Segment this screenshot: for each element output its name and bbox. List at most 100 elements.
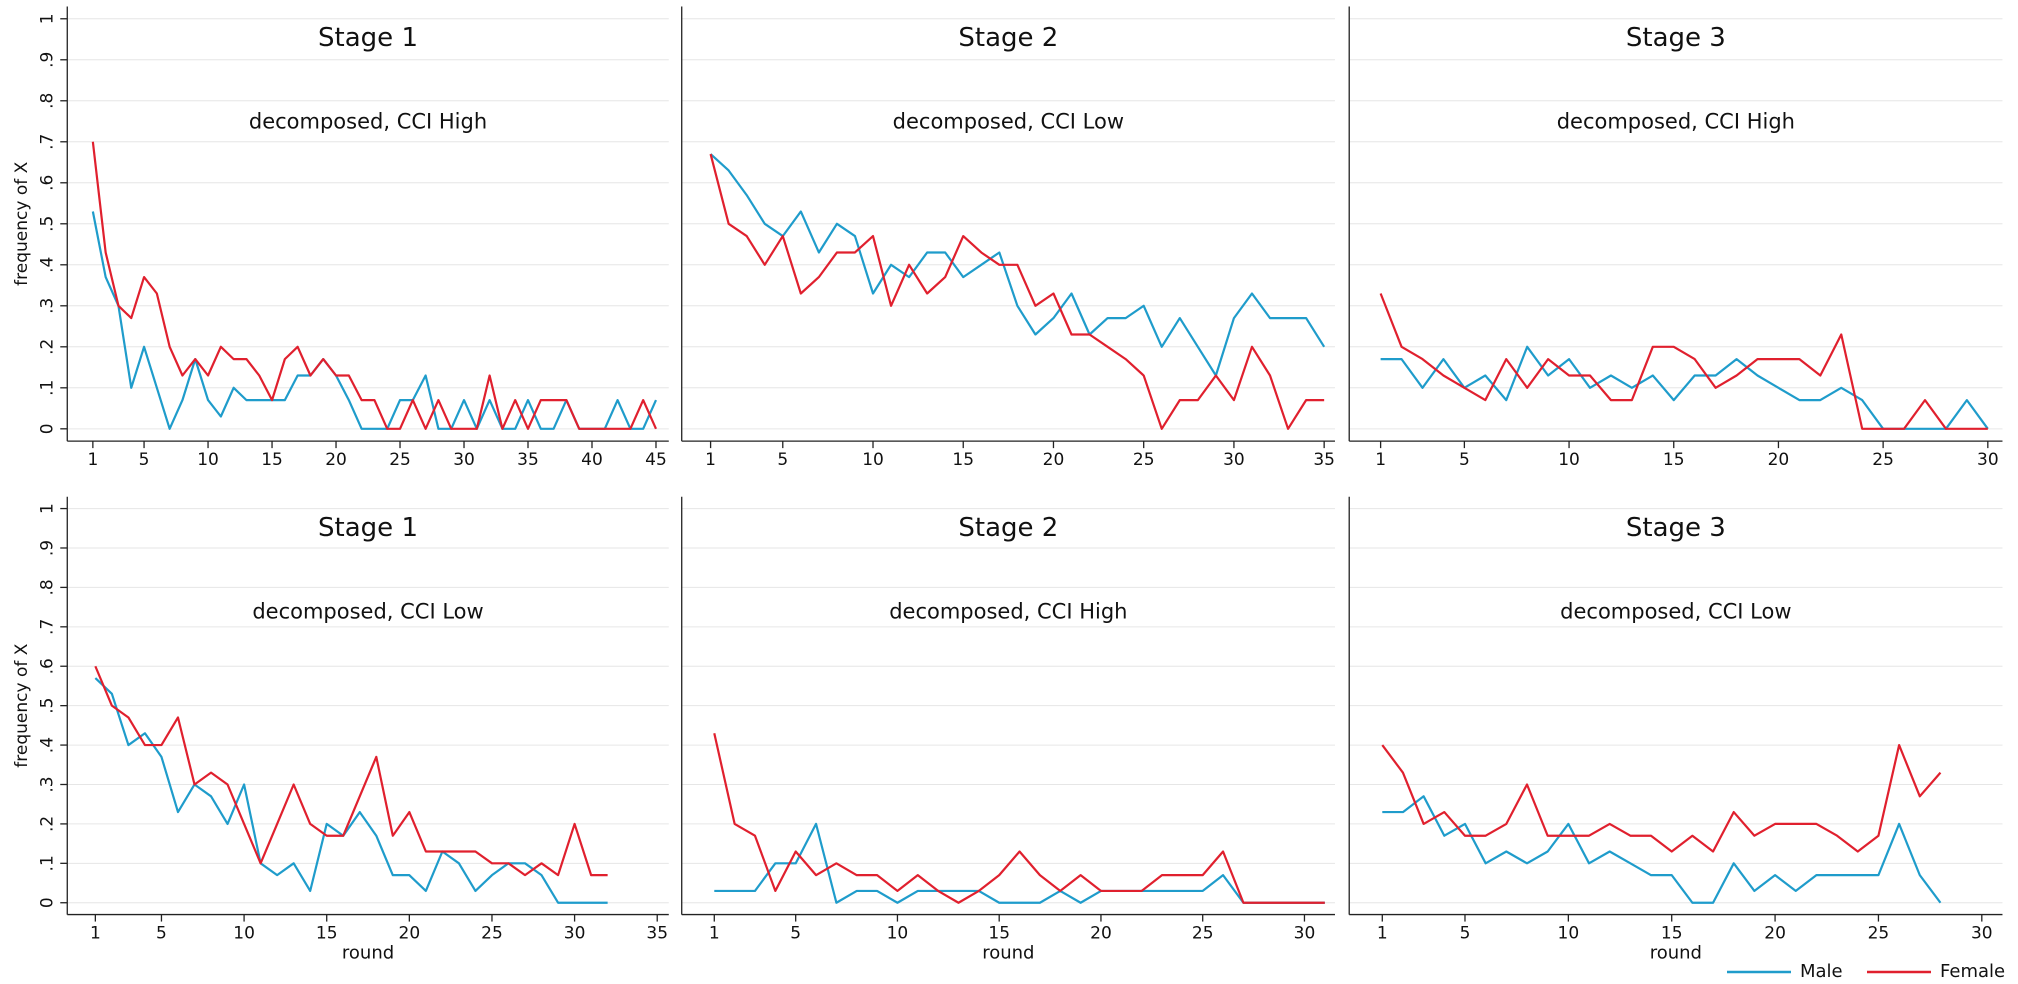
x-tick-label: 1	[705, 450, 716, 470]
legend-label: Male	[1800, 961, 1843, 982]
x-tick-label: 15	[1661, 924, 1683, 944]
y-tick-label: .6	[37, 658, 57, 674]
panel-title: Stage 3	[1626, 23, 1726, 53]
y-tick-label: .5	[37, 698, 57, 714]
x-tick-label: 20	[399, 924, 421, 944]
panel-title: Stage 2	[958, 513, 1058, 543]
x-tick-label: 15	[988, 924, 1010, 944]
y-tick-label: 0	[37, 897, 57, 908]
x-tick-label: 30	[1971, 924, 1993, 944]
x-tick-label: 1	[709, 924, 720, 944]
x-tick-label: 20	[325, 450, 347, 470]
y-tick-label: .8	[37, 579, 57, 595]
x-tick-label: 1	[1375, 450, 1386, 470]
x-axis-label: round	[342, 943, 394, 964]
x-tick-label: 10	[862, 450, 884, 470]
y-tick-label: .9	[37, 540, 57, 556]
y-tick-label: .4	[37, 257, 57, 273]
x-tick-label: 10	[1558, 924, 1580, 944]
y-axis-label: frequency of X	[12, 643, 32, 767]
x-tick-label: 25	[1868, 924, 1890, 944]
x-tick-label: 15	[316, 924, 338, 944]
y-tick-label: .9	[37, 52, 57, 68]
x-tick-label: 15	[1663, 450, 1685, 470]
x-axis-label: round	[982, 943, 1034, 964]
legend-label: Female	[1940, 961, 2005, 982]
y-tick-label: .6	[37, 175, 57, 191]
panel-subtitle: decomposed, CCI Low	[893, 109, 1124, 133]
panel-subtitle: decomposed, CCI High	[889, 600, 1127, 624]
x-tick-label: 30	[1977, 450, 1999, 470]
x-tick-label: 30	[564, 924, 586, 944]
panel-title: Stage 1	[318, 23, 418, 53]
series-line	[94, 677, 608, 904]
series-line	[94, 665, 608, 877]
x-tick-label: 25	[481, 924, 503, 944]
panel-title: Stage 1	[318, 513, 418, 543]
x-tick-label: 20	[1768, 450, 1790, 470]
series-line	[1382, 795, 1942, 904]
y-tick-label: 1	[37, 503, 57, 514]
x-tick-label: 15	[261, 450, 283, 470]
y-tick-label: .7	[37, 619, 57, 635]
x-tick-label: 10	[887, 924, 909, 944]
x-tick-label: 1	[90, 924, 101, 944]
y-tick-label: .5	[37, 216, 57, 232]
x-tick-label: 1	[1377, 924, 1388, 944]
x-tick-label: 10	[1558, 450, 1580, 470]
y-tick-label: 1	[37, 13, 57, 24]
x-tick-label: 15	[952, 450, 974, 470]
x-tick-label: 35	[1313, 450, 1335, 470]
series-line	[91, 211, 657, 430]
y-tick-label: .1	[37, 855, 57, 871]
x-tick-label: 30	[453, 450, 475, 470]
x-tick-label: 25	[1872, 450, 1894, 470]
panel-title: Stage 3	[1626, 513, 1726, 543]
x-tick-label: 30	[1223, 450, 1245, 470]
x-tick-label: 25	[1133, 450, 1155, 470]
series-line	[713, 733, 1325, 904]
x-tick-label: 30	[1294, 924, 1316, 944]
series-line	[91, 141, 657, 430]
y-tick-label: .3	[37, 298, 57, 314]
x-tick-label: 10	[233, 924, 255, 944]
panel-subtitle: decomposed, CCI High	[1557, 109, 1795, 133]
series-line	[1381, 743, 1942, 853]
y-tick-label: .2	[37, 816, 57, 832]
y-tick-label: .3	[37, 776, 57, 792]
y-tick-label: .1	[37, 380, 57, 396]
x-tick-label: 5	[790, 924, 801, 944]
series-line	[1379, 293, 1988, 430]
panel-subtitle: decomposed, CCI High	[249, 109, 487, 133]
x-tick-label: 25	[389, 450, 411, 470]
x-tick-label: 45	[645, 450, 667, 470]
y-tick-label: .7	[37, 134, 57, 150]
x-tick-label: 5	[1460, 924, 1471, 944]
x-tick-label: 1	[87, 450, 98, 470]
x-tick-label: 40	[581, 450, 603, 470]
x-tick-label: 5	[156, 924, 167, 944]
x-tick-label: 20	[1043, 450, 1065, 470]
series-line	[709, 153, 1326, 377]
series-line	[709, 153, 1325, 430]
x-tick-label: 35	[517, 450, 539, 470]
y-tick-label: .8	[37, 93, 57, 109]
panel-subtitle: decomposed, CCI Low	[252, 600, 483, 624]
x-tick-label: 5	[1459, 450, 1470, 470]
x-tick-label: 5	[139, 450, 150, 470]
panel-title: Stage 2	[958, 23, 1058, 53]
x-tick-label: 25	[1192, 924, 1214, 944]
y-tick-label: .4	[37, 737, 57, 753]
x-axis-label: round	[1650, 943, 1702, 964]
y-axis-label: frequency of X	[12, 161, 32, 285]
x-tick-label: 35	[646, 924, 668, 944]
x-tick-label: 20	[1090, 924, 1112, 944]
y-tick-label: 0	[37, 423, 57, 434]
x-tick-label: 20	[1764, 924, 1786, 944]
series-line	[714, 822, 1325, 904]
y-tick-label: .2	[37, 339, 57, 355]
panel-subtitle: decomposed, CCI Low	[1560, 600, 1791, 624]
x-tick-label: 10	[197, 450, 219, 470]
x-tick-label: 5	[777, 450, 788, 470]
